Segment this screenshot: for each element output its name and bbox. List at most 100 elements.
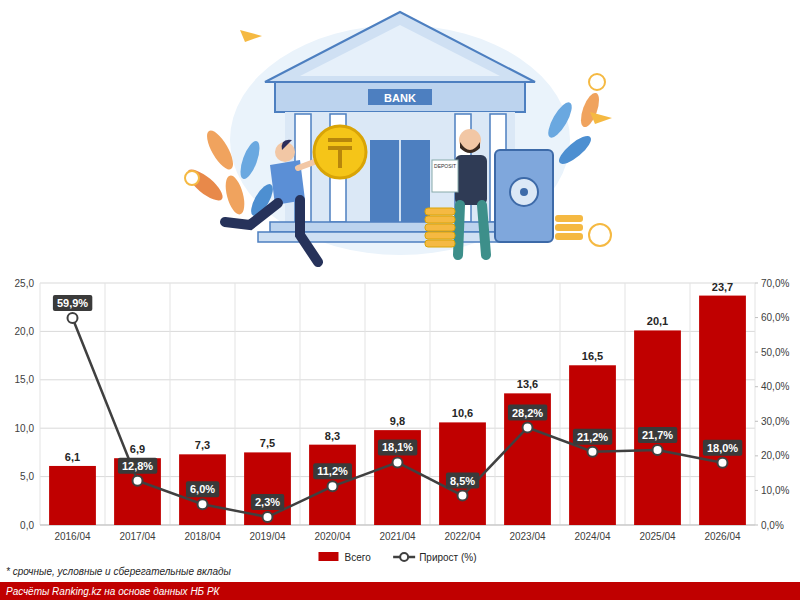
line-label-group: 2,3% (251, 494, 284, 510)
line-label: 12,8% (122, 460, 153, 472)
y2-tick (755, 455, 758, 456)
y2-tick (755, 525, 758, 526)
coin-icon (589, 74, 605, 90)
source-band (0, 582, 800, 600)
bar (634, 330, 681, 525)
line-label: 11,2% (317, 465, 348, 477)
y2-tick (755, 352, 758, 353)
y2-tick-label: 50,0% (761, 347, 789, 358)
leaf (555, 132, 595, 168)
line-label-box (118, 458, 157, 474)
legs (458, 205, 486, 255)
line-label-group: 59,9% (53, 295, 92, 311)
grid-line-vertical (170, 283, 171, 525)
grid-line-vertical (755, 283, 756, 525)
x-tick-label: 2020/04 (314, 531, 351, 542)
line-marker (718, 458, 728, 468)
bar-label: 10,6 (452, 407, 473, 419)
chart: 0,05,010,015,020,025,00,0%10,0%20,0%30,0… (15, 278, 790, 543)
paper-text: DEPOSIT (434, 163, 456, 169)
line-label: 2,3% (255, 496, 280, 508)
bar (309, 445, 356, 525)
coin-icon (589, 224, 611, 246)
paper (432, 160, 458, 192)
grid-line-vertical (235, 283, 236, 525)
y2-tick (755, 421, 758, 422)
coin-stack (555, 224, 583, 231)
leaf (222, 174, 248, 217)
leaf (544, 99, 576, 141)
safe-dial (510, 178, 538, 206)
line-label-box (446, 473, 479, 489)
y2-tick-label: 70,0% (761, 278, 789, 289)
y2-tick (755, 317, 758, 318)
bar-label: 16,5 (582, 350, 603, 362)
x-tick-label: 2019/04 (249, 531, 286, 542)
source: Расчёты Ranking.kz на основе данных НБ Р… (6, 586, 221, 597)
bar-label: 20,1 (647, 315, 668, 327)
bar-label: 7,3 (195, 439, 210, 451)
line-label-group: 18,0% (703, 440, 742, 456)
line-label: 18,1% (382, 441, 413, 453)
footnote: * срочные, условные и сберегательные вкл… (6, 566, 231, 577)
line-label: 21,2% (577, 431, 608, 443)
legend-item: Всего (318, 552, 371, 563)
grid-line-vertical (495, 283, 496, 525)
line-label-group: 21,7% (638, 427, 677, 443)
coin-stack (425, 232, 455, 239)
step (270, 222, 530, 232)
coin-stack (425, 240, 455, 247)
bar (179, 454, 226, 525)
legend-label: Всего (344, 552, 371, 563)
line-marker (458, 491, 468, 501)
legend-item: Прирост (%) (393, 552, 476, 563)
illustration: BANK DEPOSIT (183, 12, 612, 262)
grid-line-vertical (105, 283, 106, 525)
line-marker (588, 447, 598, 457)
line-marker (68, 313, 78, 323)
line-label-group: 8,5% (446, 473, 479, 489)
safe-knob (520, 188, 528, 196)
bar (439, 422, 486, 525)
line-marker (133, 476, 143, 486)
hair (282, 140, 292, 150)
line-marker (328, 481, 338, 491)
line-marker (263, 512, 273, 522)
line-label-group: 11,2% (313, 463, 352, 479)
paper-plane (240, 30, 262, 42)
x-tick-label: 2021/04 (379, 531, 416, 542)
line-marker (198, 499, 208, 509)
y2-tick-label: 20,0% (761, 450, 789, 461)
line-marker (393, 457, 403, 467)
line-marker (523, 423, 533, 433)
line-label-box (638, 427, 677, 443)
line-marker (653, 445, 663, 455)
grid-line-vertical (365, 283, 366, 525)
coin-stack (425, 208, 455, 215)
backdrop (230, 25, 570, 255)
x-tick-label: 2018/04 (184, 531, 221, 542)
bar (699, 296, 746, 525)
line-label: 28,2% (512, 407, 543, 419)
line-label: 21,7% (642, 429, 673, 441)
sign-text: BANK (384, 92, 416, 104)
line-label-group: 18,1% (378, 439, 417, 455)
grid-line-vertical (430, 283, 431, 525)
body (455, 155, 487, 205)
entablature (275, 82, 525, 112)
line-label-box (573, 429, 612, 445)
bar-label: 6,1 (65, 451, 80, 463)
pediment-inner (300, 25, 500, 76)
coin-stack (425, 224, 455, 231)
bar-label: 8,3 (325, 430, 340, 442)
coin-stack (555, 233, 583, 240)
bar (504, 393, 551, 525)
paper-plane (590, 112, 612, 124)
marks (49, 296, 746, 525)
x-tick-label: 2024/04 (574, 531, 611, 542)
bar-label: 9,8 (390, 415, 405, 427)
door-line (399, 140, 401, 222)
beard (460, 142, 480, 153)
y2-tick (755, 386, 758, 387)
y2-tick (755, 283, 758, 284)
